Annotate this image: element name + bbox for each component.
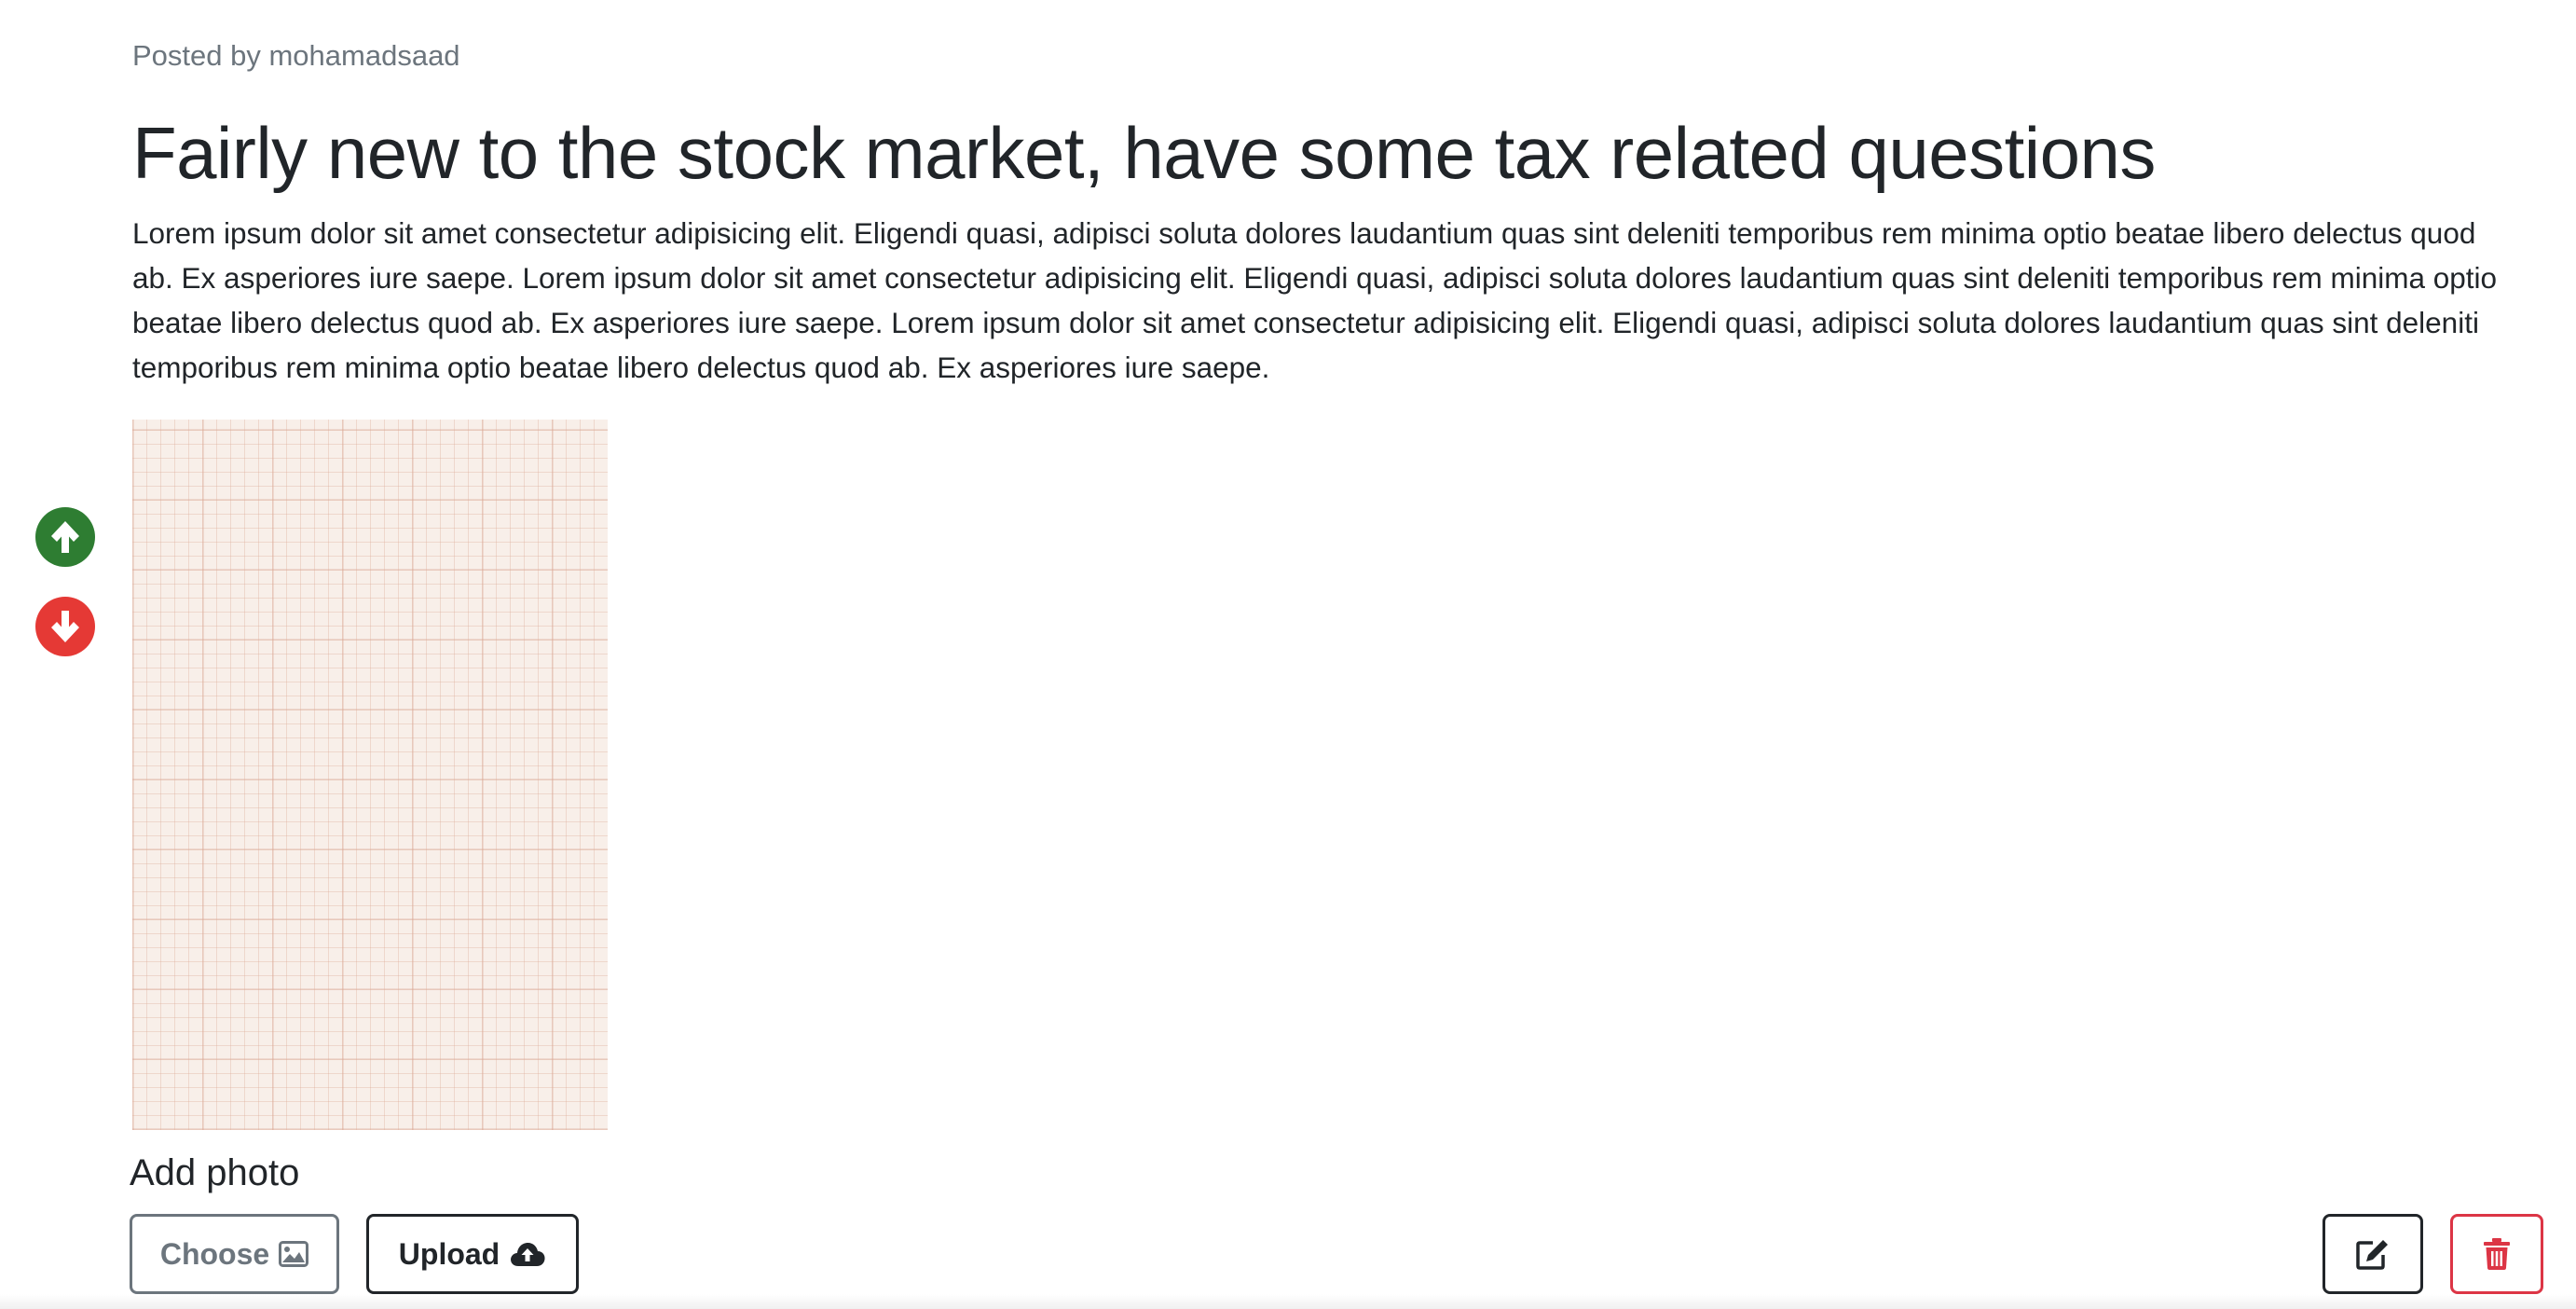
upvote-button[interactable]	[35, 507, 95, 567]
choose-photo-button[interactable]: Choose	[130, 1214, 339, 1294]
edit-post-button[interactable]	[2323, 1214, 2423, 1294]
arrow-up-circle-icon	[51, 521, 79, 553]
downvote-button[interactable]	[35, 597, 95, 656]
image-icon	[279, 1241, 309, 1267]
post-author-line: Posted by mohamadsaad	[132, 39, 460, 72]
trash-icon	[2484, 1238, 2510, 1270]
add-photo-label: Add photo	[130, 1152, 300, 1193]
post-title: Fairly new to the stock market, have som…	[132, 112, 2156, 194]
post-image	[132, 420, 608, 1130]
delete-post-button[interactable]	[2450, 1214, 2543, 1294]
choose-label: Choose	[159, 1236, 270, 1271]
post-body: Lorem ipsum dolor sit amet consectetur a…	[132, 216, 2498, 384]
bottom-shadow	[0, 1294, 2576, 1309]
arrow-down-circle-icon	[51, 611, 79, 642]
upload-label: Upload	[398, 1236, 500, 1271]
upload-photo-button[interactable]: Upload	[366, 1214, 579, 1294]
edit-icon	[2356, 1240, 2388, 1270]
cloud-upload-icon	[511, 1243, 545, 1266]
